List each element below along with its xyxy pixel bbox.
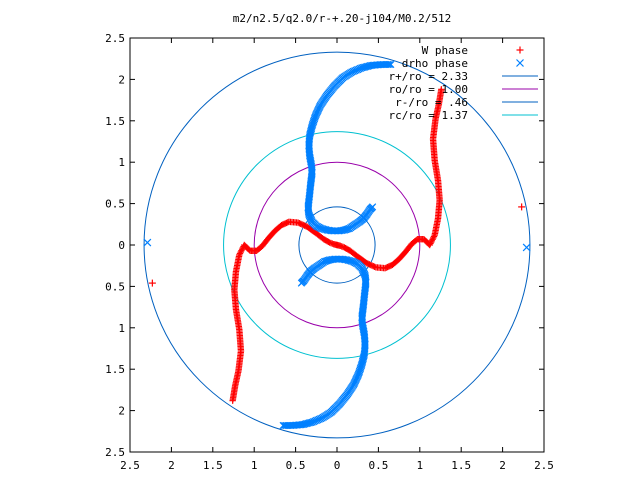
- w-phase-point: [240, 243, 247, 250]
- x-tick-label: 1: [416, 459, 423, 472]
- w-phase-point: [429, 236, 436, 243]
- y-tick-label: 2.5: [105, 446, 125, 459]
- w-phase-point: [428, 237, 436, 244]
- y-tick-label: 1: [118, 156, 125, 169]
- y-tick-label: 2.5: [105, 32, 125, 45]
- w-phase-point: [518, 203, 526, 211]
- x-tick-label: 2: [499, 459, 506, 472]
- w-phase-point: [426, 241, 433, 249]
- drho-phase-point: [384, 60, 392, 69]
- w-phase-point: [427, 238, 435, 246]
- drho-phase-point: [385, 60, 393, 69]
- legend-label: ro/ro = 1.00: [389, 83, 468, 96]
- y-tick-label: 1.5: [105, 115, 125, 128]
- w-phase-point: [238, 247, 245, 254]
- legend-label: r-/ro = .46: [395, 96, 468, 109]
- reference-circle: [223, 131, 451, 359]
- w-phase-point: [241, 241, 248, 249]
- legend-label: rc/ro = 1.37: [389, 109, 468, 122]
- data-points: [143, 60, 531, 430]
- legend-label: drho phase: [402, 57, 468, 70]
- y-tick-label: 0: [118, 239, 125, 252]
- x-tick-label: 0: [334, 459, 341, 472]
- drho-phase-point: [282, 421, 290, 430]
- x-tick-label: 0.5: [286, 459, 306, 472]
- reference-circle: [253, 161, 421, 329]
- legend-marker-sample: [516, 59, 524, 67]
- w-phase-point: [239, 244, 247, 252]
- x-tick-label: 2.5: [534, 459, 554, 472]
- drho-phase-point: [143, 238, 152, 247]
- drho-phase-point: [281, 421, 289, 430]
- w-phase-point: [427, 240, 434, 247]
- x-tick-label: 1.5: [451, 459, 471, 472]
- legend-label: r+/ro = 2.33: [389, 70, 468, 83]
- x-tick-label: 1: [251, 459, 258, 472]
- w-phase-point: [430, 233, 438, 240]
- x-tick-label: 2.5: [120, 459, 140, 472]
- y-tick-label: 2: [118, 73, 125, 86]
- x-tick-label: 1.5: [203, 459, 223, 472]
- w-phase-point: [237, 248, 244, 256]
- legend-marker-sample: [516, 46, 524, 54]
- w-phase-point: [438, 86, 445, 93]
- drho-phase-point: [522, 243, 531, 252]
- axis-ticks: 2.5 2 1.5 1 0.5 0 0.5 1 1.5 2 2.52.521.510.500.511…: [105, 32, 554, 472]
- legend-label: W phase: [422, 44, 468, 57]
- y-tick-label: 1: [118, 322, 125, 335]
- x-tick-label: 0.5: [368, 459, 388, 472]
- w-phase-point: [229, 397, 236, 404]
- drho-phase-point: [279, 421, 287, 430]
- x-tick-label: 2: [168, 459, 175, 472]
- chart-title: m2/n2.5/q2.0/r-+.20-j104/M0.2/512: [233, 12, 452, 25]
- w-phase-point: [236, 250, 244, 257]
- y-tick-label: 0.5: [105, 280, 125, 293]
- drho-phase-point: [387, 60, 395, 69]
- w-phase-point: [148, 279, 156, 287]
- w-phase-point: [430, 234, 437, 242]
- y-tick-label: 2: [118, 405, 125, 418]
- y-tick-label: 0.5: [105, 198, 125, 211]
- y-tick-label: 1.5: [105, 363, 125, 376]
- w-phase-point: [238, 246, 246, 253]
- reference-circle: [298, 206, 376, 284]
